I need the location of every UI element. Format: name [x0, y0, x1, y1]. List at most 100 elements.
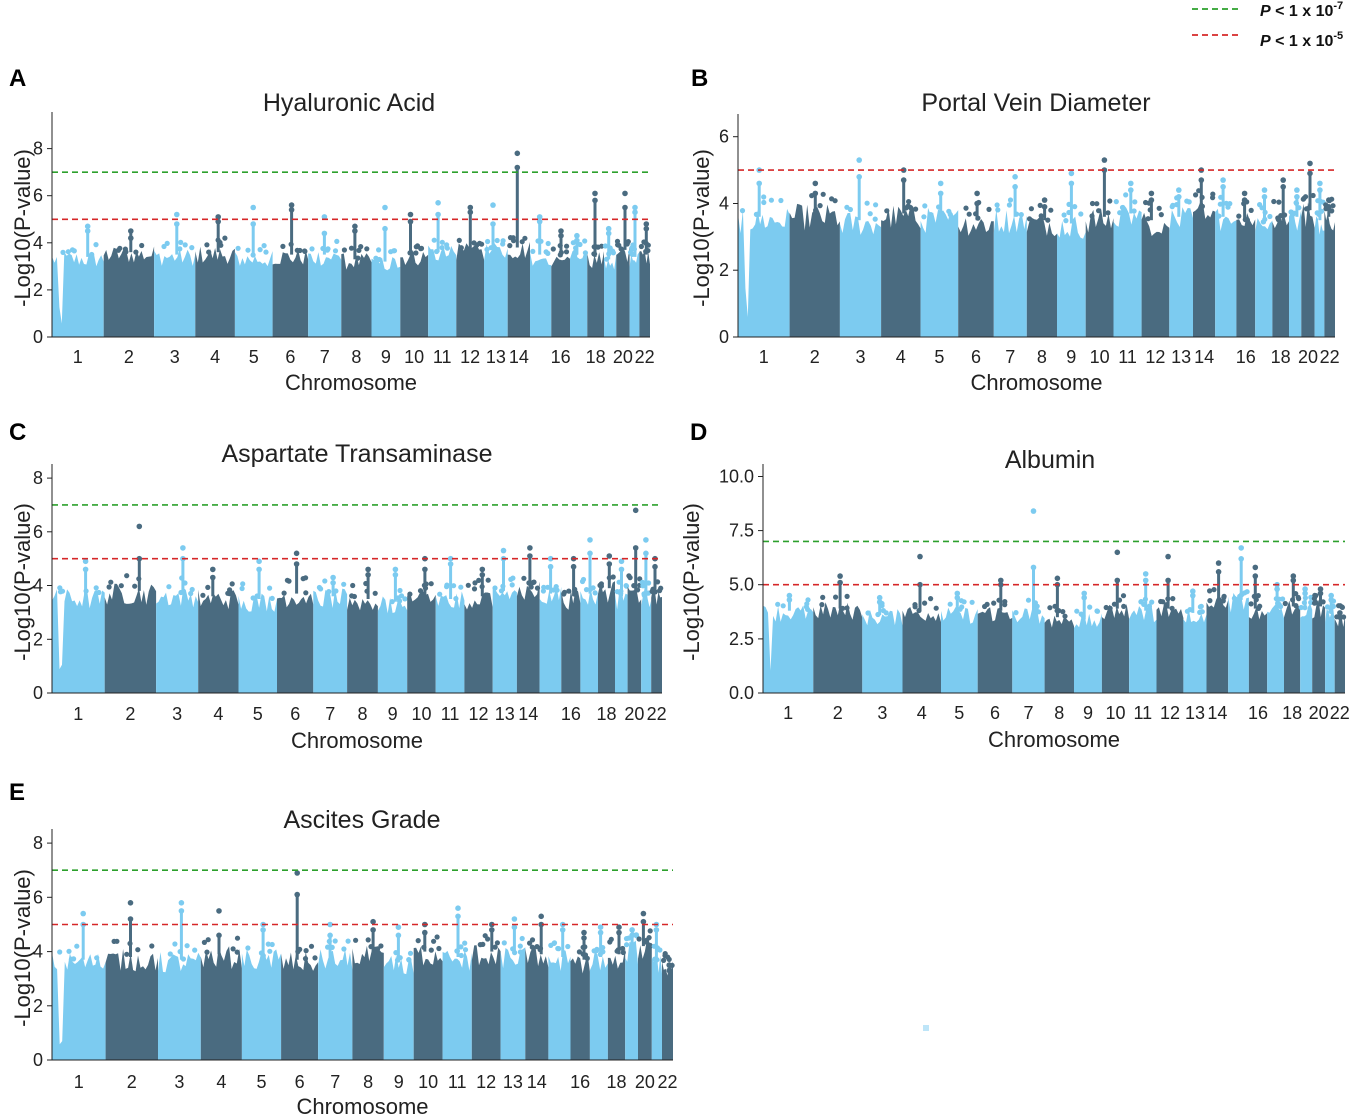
peak-point [352, 228, 358, 234]
chromosome-11-points [435, 555, 465, 693]
x-tick-label: 1 [73, 704, 83, 724]
snp-point [492, 585, 498, 591]
chromosome-9-points [1074, 590, 1102, 693]
y-tick-label: 2 [33, 996, 43, 1016]
snp-point [636, 936, 642, 942]
x-tick-label: 13 [503, 1072, 523, 1092]
chromosome-11-points [1129, 571, 1157, 693]
snp-point [397, 587, 403, 594]
chromosome-4-points [198, 566, 239, 693]
snp-point [626, 573, 632, 579]
snp-point [994, 202, 1000, 208]
chromosome-17-points [1255, 187, 1273, 337]
peak-point [127, 900, 134, 906]
chromosome-12-points [471, 921, 501, 1060]
chromosome-22-band [639, 250, 650, 337]
x-tick-label: 4 [210, 347, 220, 367]
chromosome-6-band [277, 593, 314, 693]
snp-point [111, 938, 117, 945]
y-tick-label: 6 [33, 186, 43, 206]
chromosome-21-points [639, 537, 652, 693]
snp-point [1117, 210, 1123, 216]
x-tick-label: 10 [411, 704, 431, 724]
peak-point [1176, 194, 1182, 200]
peak-point [1280, 177, 1286, 183]
panel-letter: C [9, 419, 26, 446]
snp-point [476, 577, 482, 584]
y-tick-label: 4 [719, 194, 729, 214]
snp-point [122, 246, 128, 252]
x-tick-label: 18 [1271, 347, 1291, 367]
snp-point [265, 941, 271, 947]
y-tick-label: 10.0 [719, 467, 754, 487]
snp-point [93, 242, 99, 248]
snp-point [1089, 213, 1095, 219]
peak-point [1041, 197, 1048, 203]
panel-letter: A [9, 65, 26, 92]
snp-point [554, 587, 560, 593]
snp-point [884, 208, 890, 214]
snp-point [833, 594, 839, 600]
peak-point [666, 967, 672, 974]
snp-point [961, 599, 967, 605]
snp-point [1244, 589, 1250, 595]
peak-point [447, 561, 454, 567]
snp-point [471, 240, 477, 246]
chromosome-16-band [570, 953, 590, 1060]
chromosome-6-points [958, 190, 994, 337]
chromosome-21-band [651, 955, 662, 1060]
peak-point [536, 214, 543, 220]
chromosome-1-band [738, 208, 790, 337]
chromosome-19-band [625, 940, 638, 1060]
chromosome-10-points [1085, 157, 1114, 337]
snp-point [413, 244, 419, 250]
x-tick-label: 12 [468, 704, 488, 724]
snp-point [620, 945, 626, 952]
peak-point [1241, 197, 1248, 203]
snp-point [1170, 202, 1176, 208]
peak-point [998, 581, 1004, 588]
snp-point [428, 581, 434, 587]
peak-point [490, 221, 496, 227]
peak-point [756, 180, 762, 187]
peak-point [917, 553, 923, 560]
chromosome-2-points [105, 900, 158, 1060]
chromosome-4-points [881, 167, 921, 337]
chromosome-18-points [1282, 573, 1302, 693]
snp-point [522, 235, 528, 241]
x-tick-label: 22 [1320, 347, 1340, 367]
chromosome-22-band [1334, 613, 1345, 693]
chromosome-14-band [525, 946, 549, 1060]
snp-point [178, 239, 184, 245]
chromosome-21-points [628, 204, 640, 337]
chromosome-7-points [313, 574, 348, 693]
snp-point [966, 211, 972, 217]
peak-point [511, 916, 518, 922]
snp-point [318, 586, 324, 592]
peak-point [1030, 564, 1037, 571]
chromosome-7-points [318, 921, 353, 1060]
x-axis-label: Chromosome [285, 370, 417, 395]
peak-point [786, 597, 793, 603]
chromosome-17-band [589, 949, 608, 1060]
snp-point [407, 950, 414, 956]
chromosome-3-points [862, 594, 903, 693]
chromosome-18-band [598, 581, 615, 693]
snp-point [1131, 208, 1137, 214]
snp-point [66, 948, 72, 954]
panel-letter: D [690, 419, 707, 446]
snp-point [662, 951, 668, 957]
x-tick-label: 11 [433, 347, 452, 367]
x-tick-label: 5 [934, 347, 944, 367]
peak-point [574, 237, 580, 244]
peak-point [180, 545, 186, 551]
chromosome-9-band [383, 955, 414, 1060]
snp-point [1267, 213, 1273, 220]
snp-point [106, 584, 112, 590]
y-tick-label: 6 [719, 127, 729, 147]
snp-point [1089, 200, 1096, 207]
peak-point [330, 574, 336, 581]
peak-point [559, 927, 566, 933]
snp-point [602, 243, 609, 249]
